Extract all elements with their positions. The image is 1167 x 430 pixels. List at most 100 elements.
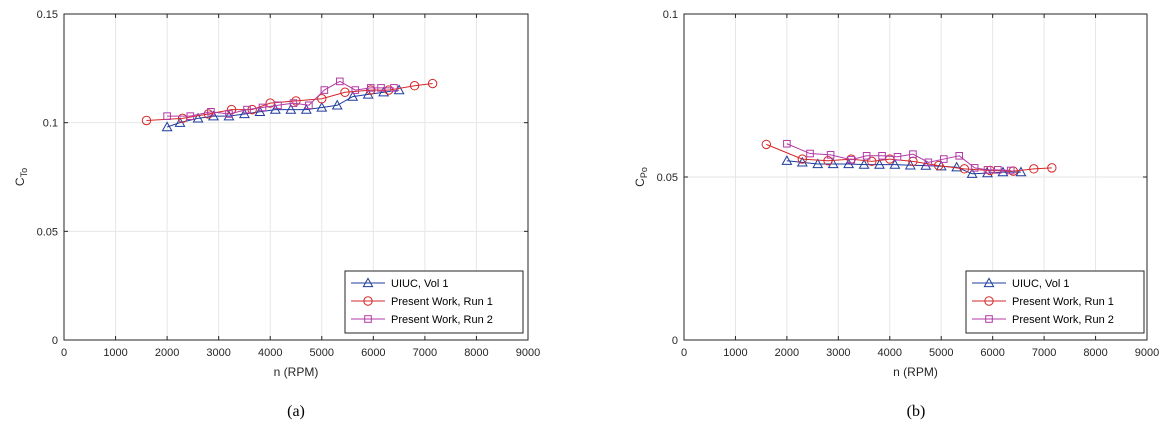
data-point	[289, 99, 298, 107]
data-point	[208, 110, 219, 121]
x-tick-label: 2000	[155, 347, 179, 359]
data-point	[858, 158, 870, 169]
data-point	[269, 103, 281, 114]
data-point	[243, 105, 251, 114]
data-point	[983, 166, 992, 174]
data-point	[966, 168, 978, 178]
x-tick-label: 1000	[103, 347, 127, 359]
data-point	[933, 160, 944, 171]
series-3	[783, 139, 1015, 175]
series-line	[766, 143, 1052, 172]
legend-box	[344, 270, 524, 334]
data-point	[366, 84, 375, 92]
legend-marker	[983, 277, 995, 288]
data-point	[970, 164, 979, 172]
data-point	[186, 112, 195, 120]
y-axis-label: CPo	[633, 167, 649, 187]
x-tick-label: 6000	[361, 347, 385, 359]
y-tick-label: 0	[52, 335, 58, 347]
x-tick-label: 5000	[310, 347, 334, 359]
data-point	[909, 150, 917, 158]
x-tick-label: 0	[61, 347, 67, 359]
x-tick-label: 2000	[775, 347, 799, 359]
data-point	[390, 84, 398, 92]
data-point	[826, 151, 835, 159]
data-point	[320, 86, 329, 94]
data-point	[351, 86, 360, 94]
data-point	[366, 85, 376, 95]
legend-marker	[364, 315, 372, 323]
data-point	[316, 101, 328, 112]
x-tick-label: 1000	[723, 347, 747, 359]
data-point	[258, 103, 267, 112]
data-point	[291, 96, 301, 106]
data-point	[161, 121, 173, 132]
y-axis-label-subscript: Po	[639, 167, 649, 178]
chart-b: 0 1000 2000 3000 4000 5000 6000 7000 8000 9000 0 0.…	[633, 9, 1159, 420]
data-point	[955, 152, 964, 160]
data-point	[878, 152, 886, 160]
series-3	[163, 77, 398, 120]
data-point	[427, 78, 438, 89]
x-tick-label: 6000	[980, 347, 1004, 359]
data-point	[959, 164, 970, 174]
axes-box	[63, 13, 529, 341]
x-tick-label: 5000	[929, 347, 953, 359]
data-point	[192, 112, 204, 123]
y-tick-label: 0.1	[43, 118, 58, 130]
series-line	[146, 83, 433, 121]
data-point	[761, 139, 772, 150]
data-point	[347, 90, 359, 101]
legend-label: Present Work, Run 1	[391, 296, 493, 308]
legend: UIUC, Vol 1 Present Work, Run 1 Present Wo…	[344, 270, 524, 334]
figure-caption: (a)	[287, 403, 305, 420]
x-tick-label: 7000	[413, 347, 437, 359]
data-point	[254, 106, 266, 116]
y-tick-label: 0.15	[37, 9, 58, 21]
legend-label: Present Work, Run 2	[1012, 314, 1114, 326]
legend-marker	[363, 296, 373, 306]
legend-label: UIUC, Vol 1	[1012, 278, 1069, 290]
x-tick-label: 0	[681, 347, 687, 359]
x-tick-label: 8000	[464, 347, 488, 359]
data-point	[806, 149, 814, 158]
x-tick-label: 8000	[1083, 347, 1107, 359]
data-point	[1029, 164, 1039, 174]
x-tick-label: 7000	[1032, 347, 1056, 359]
data-point	[203, 109, 214, 119]
legend: UIUC, Vol 1 Present Work, Run 1 Present Wo…	[965, 270, 1145, 334]
legend-marker	[984, 296, 994, 306]
y-axis-label-main: C	[13, 177, 27, 186]
data-point	[823, 156, 833, 166]
data-point	[207, 108, 215, 116]
x-tick-label: 4000	[878, 347, 902, 359]
x-axis-label: n (RPM)	[274, 365, 319, 379]
data-point	[797, 154, 808, 164]
data-point	[141, 115, 152, 126]
y-tick-label: 0.05	[37, 226, 58, 238]
data-point	[331, 99, 343, 110]
x-tick-label: 4000	[258, 347, 282, 359]
data-point	[377, 84, 385, 92]
data-point	[951, 161, 963, 172]
x-tick-label: 3000	[206, 347, 230, 359]
data-point	[994, 166, 1002, 174]
data-point	[939, 155, 948, 163]
data-point	[781, 155, 793, 165]
legend-label: Present Work, Run 1	[1012, 296, 1114, 308]
data-point	[285, 103, 297, 114]
chart-a: 0 1000 2000 3000 4000 5000 6000 7000 8000 9000 0 0.…	[13, 9, 540, 420]
data-point	[378, 86, 390, 97]
data-point	[893, 152, 902, 161]
data-point	[238, 108, 250, 119]
legend-marker	[985, 315, 993, 323]
legend-box	[965, 270, 1145, 334]
x-tick-label: 9000	[1135, 347, 1159, 359]
data-point	[924, 158, 933, 167]
y-tick-label: 0.05	[657, 172, 678, 184]
data-point	[223, 110, 235, 121]
figure-caption: (b)	[907, 403, 926, 420]
data-point	[1006, 166, 1015, 175]
data-point	[340, 87, 350, 97]
